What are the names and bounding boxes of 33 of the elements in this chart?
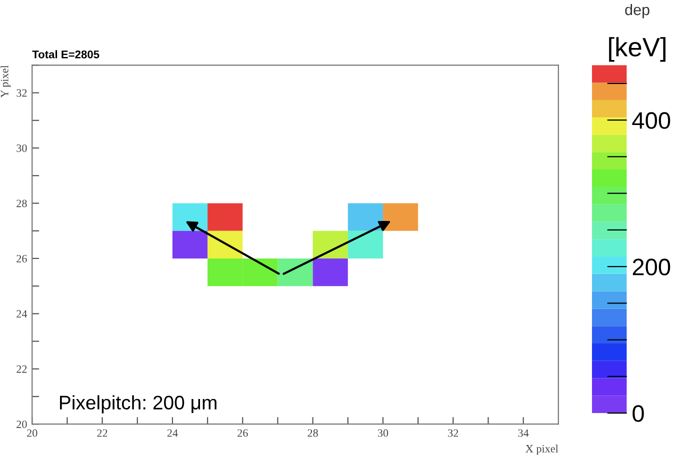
point [348, 203, 383, 231]
y-tick-label: 32 [16, 89, 27, 97]
x-tick-label: 30 [378, 429, 388, 437]
point [312, 258, 348, 286]
text: dep [keV] [609, 4, 666, 62]
y-tick-label: 26 [16, 254, 27, 262]
point [172, 230, 208, 258]
x-tick-label: 34 [518, 429, 529, 437]
point [208, 258, 243, 286]
color-bar-label: 0 [632, 405, 644, 422]
point [172, 203, 208, 231]
x-tick-label: 24 [167, 429, 178, 437]
x-tick-label: 28 [308, 429, 318, 437]
color-bar-label: 200 [632, 258, 670, 276]
x-tick-label: 22 [97, 429, 108, 437]
point [278, 258, 313, 286]
color-bar-label: 400 [632, 112, 670, 129]
y-tick-label: 28 [16, 200, 27, 208]
y-tick-label: 30 [16, 144, 27, 152]
point [382, 203, 418, 231]
y-tick-label: 20 [16, 420, 27, 428]
x-axis-title: X pixel [526, 444, 558, 455]
point [242, 258, 278, 286]
annotation: Pixelpitch: 200 μm [60, 395, 216, 414]
y-tick-label: 24 [16, 310, 28, 318]
point [208, 203, 243, 231]
x-tick-label: 32 [448, 429, 458, 437]
y-axis-title: Y pixel [0, 65, 11, 98]
x-tick-label: 26 [238, 429, 248, 437]
x-tick-label: 20 [27, 429, 38, 437]
point [348, 230, 383, 258]
y-tick-label: 22 [16, 365, 27, 373]
chart-title: Total E=2805 [32, 50, 100, 58]
